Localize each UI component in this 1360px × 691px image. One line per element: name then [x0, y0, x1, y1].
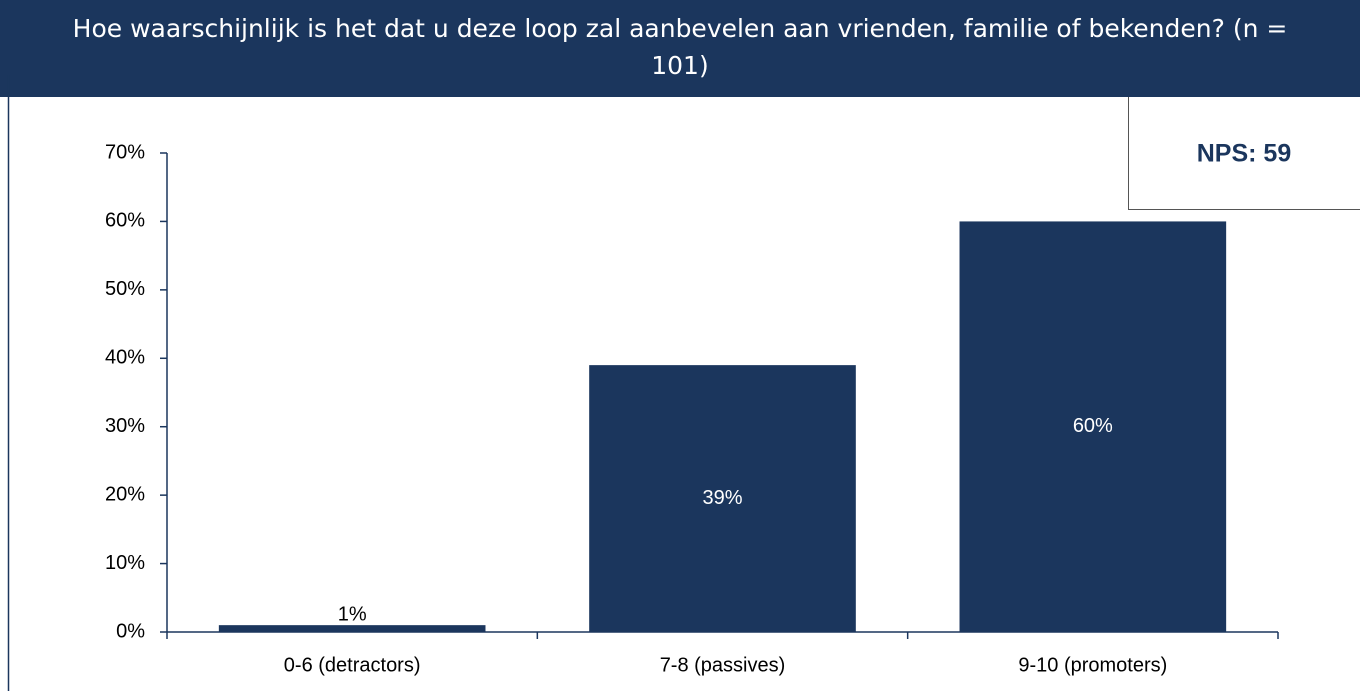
y-tick-label: 70%: [105, 141, 145, 163]
bar: [218, 625, 486, 632]
bar: [589, 365, 856, 632]
nps-label: NPS: 59: [1197, 140, 1291, 168]
y-tick-label: 60%: [105, 210, 145, 232]
y-tick-label: 10%: [105, 552, 145, 574]
nps-box: [1128, 97, 1360, 210]
x-tick-label: 0-6 (detractors): [284, 654, 421, 676]
x-tick-label: 7-8 (passives): [660, 654, 786, 676]
data-label: 1%: [338, 603, 367, 625]
y-tick-label: 40%: [105, 347, 145, 369]
y-tick-label: 30%: [105, 415, 145, 437]
y-tick-label: 0%: [116, 620, 145, 642]
x-tick-label: 9-10 (promoters): [1018, 654, 1167, 676]
y-tick-label: 20%: [105, 483, 145, 505]
chart-title: Hoe waarschijnlijk is het dat u deze loo…: [72, 14, 1288, 80]
data-label: 39%: [702, 487, 742, 509]
bar: [959, 221, 1227, 632]
y-tick-label: 50%: [105, 278, 145, 300]
data-label: 60%: [1073, 415, 1113, 437]
title-banner: [0, 0, 1360, 97]
